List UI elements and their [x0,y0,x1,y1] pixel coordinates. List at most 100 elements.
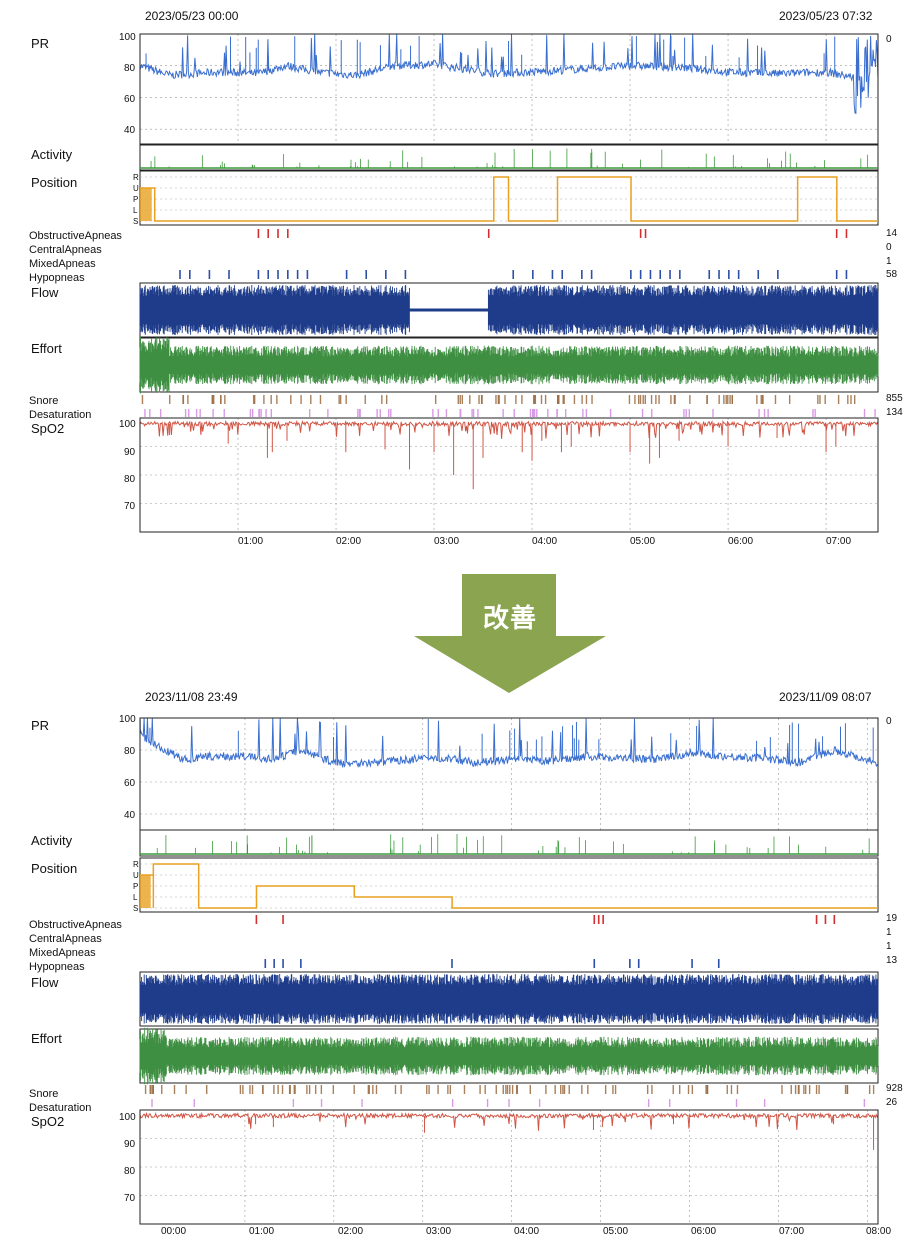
hypopnea-mark [649,270,652,279]
snore-mark [251,1085,254,1094]
hypopnea-mark [264,959,267,968]
hypopnea-mark [345,270,348,279]
pr-tick: 80 [124,63,136,74]
desaturation-mark [212,409,214,417]
desaturation-mark [445,409,448,417]
snore-mark [372,1085,374,1094]
snore-mark [294,1085,296,1094]
position-code-label: S [133,217,138,226]
desaturation-mark [358,409,361,417]
snore-mark [634,395,636,404]
snore-mark [760,395,762,404]
desaturation-mark [688,409,690,417]
desaturation-mark [508,1099,510,1107]
snore-mark [545,1085,547,1094]
desaturation-mark [477,409,479,417]
desaturation-mark [536,409,538,417]
start-time: 2023/05/23 00:00 [145,9,239,23]
snore-mark [498,395,500,404]
spo2-label: SpO2 [31,421,65,436]
pr-label: PR [31,718,50,733]
desaturation-mark [486,1099,489,1107]
desaturation-mark [609,409,612,417]
desaturation-mark [547,409,549,417]
snore-mark [224,395,226,404]
hypopnea-mark [629,959,631,968]
obstructive-label: ObstructiveApneas [29,230,122,242]
desaturation-mark [863,409,866,417]
position-label: Position [31,175,78,190]
end-time: 2023/05/23 07:32 [779,9,873,23]
snore-mark [495,1085,497,1094]
obstructive-apnea-mark [833,915,836,924]
snore-mark [211,395,213,404]
snore-mark [484,1085,486,1094]
snore-mark [306,1085,308,1094]
desaturation-mark [379,409,381,417]
desaturation-mark [292,1099,295,1107]
obstructive-apnea-mark [255,915,258,924]
desaturation-mark [812,409,814,417]
snore-mark [270,395,272,404]
snore-mark [604,1085,607,1094]
snore-mark [332,1085,335,1094]
snore-mark [540,395,543,404]
hypopnea-mark [532,270,534,279]
position-code-label: R [133,860,139,869]
pr-tick: 100 [119,32,136,43]
position-fill-block [140,875,151,908]
desaturation-mark [651,409,653,417]
snore-mark [568,1085,570,1094]
snore-mark [529,1085,531,1094]
desaturation-mark [735,1099,738,1107]
desaturation-mark [260,409,262,417]
snore-mark [381,395,383,404]
hypopnea-mark [637,959,640,968]
desaturation-mark [502,409,504,417]
snore-mark [844,1085,847,1094]
snore-mark [182,395,184,404]
snore-mark [581,395,583,404]
snore-mark [804,1085,807,1094]
snore-mark [457,395,459,404]
position-code-label: P [133,195,138,204]
hypopnea-mark [551,270,554,279]
hypopnea-mark [639,270,642,279]
position-frame [139,857,879,913]
spo2-tick: 90 [124,447,136,458]
obstructive-apnea-mark [267,229,270,238]
desaturation-mark [223,409,225,417]
snore-mark [144,1085,147,1094]
obstructive-apnea-mark [593,915,596,924]
desaturation-label: Desaturation [29,1102,92,1114]
hypopnea-mark [282,959,284,968]
snore-mark [150,1085,152,1094]
snore-mark [213,395,215,404]
hypopnea-mark [273,959,275,968]
snore-mark [339,395,342,404]
x-tick: 02:00 [338,1226,364,1237]
hypopnea-mark [208,270,211,279]
spo2-frame [139,1109,879,1225]
x-tick: 05:00 [630,536,656,547]
hypopnea-mark [659,270,662,279]
spo2-tick: 80 [124,474,136,485]
desaturation-mark [565,409,567,417]
position-code-label: U [133,184,139,193]
desaturation-mark [199,409,201,417]
x-tick: 04:00 [532,536,558,547]
central-count: 1 [886,927,892,938]
hypopnea-mark [581,270,583,279]
snore-mark [502,1085,504,1094]
snore-mark [289,1085,291,1094]
snore-mark [205,1085,208,1094]
position-fill-block [140,188,152,221]
snore-mark [273,1085,275,1094]
obstructive-apnea-mark [487,229,490,238]
snore-mark [562,1085,564,1094]
pr-tick: 60 [124,778,136,789]
x-tick: 08:00 [866,1226,892,1237]
desaturation-mark [149,409,151,417]
desaturation-mark [251,409,254,417]
